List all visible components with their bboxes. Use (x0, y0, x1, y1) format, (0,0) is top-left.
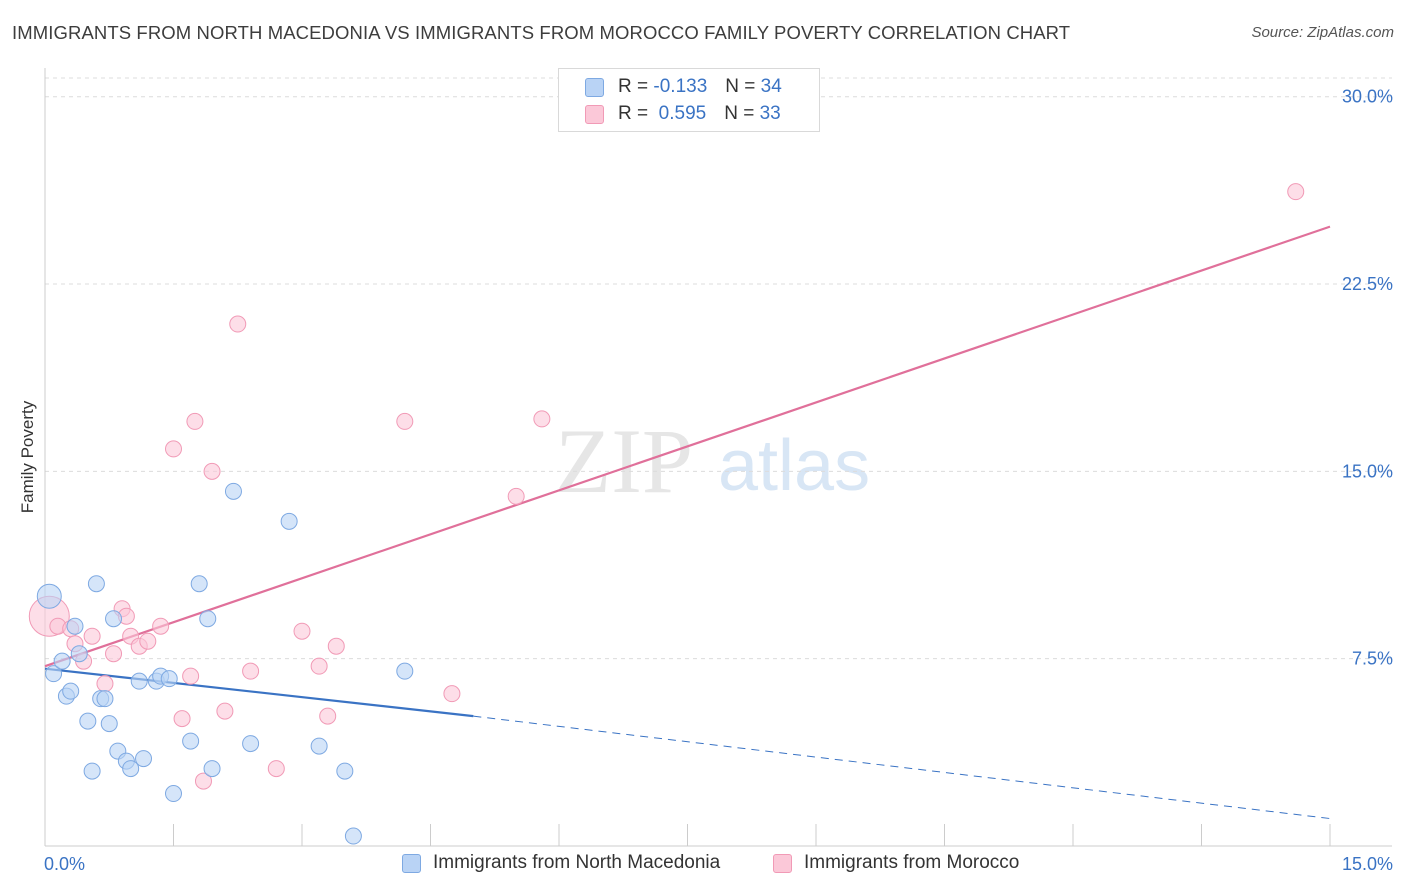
y-tick-label: 30.0% (1342, 87, 1393, 107)
north-macedonia-trend-extension (473, 715, 1331, 820)
legend-n-value: 33 (759, 103, 781, 124)
morocco-point (139, 632, 157, 650)
morocco-trend-line (44, 225, 1331, 668)
morocco-point (216, 702, 234, 720)
x-tick-label-min: 0.0% (44, 854, 85, 874)
watermark-zip: ZIP (555, 410, 693, 512)
north-macedonia-point (45, 665, 63, 683)
north-macedonia-point (396, 662, 414, 680)
north-macedonia-point (344, 827, 362, 845)
north-macedonia-point (100, 715, 118, 733)
morocco-point (310, 657, 328, 675)
north-macedonia-point (190, 575, 208, 593)
north-macedonia-trend-line (44, 667, 474, 718)
north-macedonia-point (66, 617, 84, 635)
legend-r-label: R = (618, 76, 649, 97)
north-macedonia-point (70, 645, 88, 663)
morocco-point (182, 667, 200, 685)
morocco-point (267, 760, 285, 778)
legend-swatch-pink (585, 104, 604, 124)
y-tick-label: 22.5% (1342, 274, 1393, 294)
north-macedonia-point (199, 610, 217, 628)
series-swatch-pink (773, 853, 792, 873)
north-macedonia-point (87, 575, 105, 593)
series-legend-north-macedonia: Immigrants from North Macedonia (402, 852, 720, 874)
north-macedonia-point (135, 750, 153, 768)
morocco-point (242, 662, 260, 680)
north-macedonia-point (336, 762, 354, 780)
morocco-point (83, 627, 101, 645)
north-macedonia-point (83, 762, 101, 780)
gridlines (45, 77, 1392, 660)
north-macedonia-point (62, 682, 80, 700)
morocco-point (327, 637, 345, 655)
morocco-point (105, 645, 123, 663)
morocco-point (194, 772, 212, 790)
north-macedonia-point (96, 690, 114, 708)
morocco-point (293, 622, 311, 640)
series-legend-label: Immigrants from North Macedonia (433, 852, 721, 873)
axes (44, 68, 1392, 847)
legend-row-morocco: R = 0.595 N = 33 (585, 102, 781, 126)
north-macedonia-point (242, 735, 260, 753)
morocco-point (396, 412, 414, 430)
series-swatch-blue (402, 853, 421, 873)
tick-labels: 7.5% 15.0% 22.5% 30.0% 0.0% 15.0% (44, 87, 1393, 874)
morocco-point (1287, 183, 1305, 201)
legend-swatch-blue (585, 77, 604, 97)
legend-r-value: -0.133 (653, 76, 708, 97)
morocco-point (507, 487, 525, 505)
data-points (28, 183, 1305, 845)
chart-title: IMMIGRANTS FROM NORTH MACEDONIA VS IMMIG… (12, 22, 1071, 43)
north-macedonia-point (182, 732, 200, 750)
source-label: Source: ZipAtlas.com (1251, 24, 1394, 41)
trend-lines (44, 225, 1331, 820)
y-tick-label: 7.5% (1352, 649, 1393, 669)
morocco-point (96, 675, 114, 693)
north-macedonia-point (130, 672, 148, 690)
series-legend-label: Immigrants from Morocco (804, 852, 1020, 873)
morocco-point (152, 617, 170, 635)
legend-r-label: R = (618, 103, 649, 124)
north-macedonia-point (280, 512, 298, 530)
series-legend: Immigrants from North Macedonia Immigran… (0, 852, 1406, 878)
series-legend-morocco: Immigrants from Morocco (773, 852, 1019, 874)
correlation-legend: R = -0.133 N = 34 R = 0.595 N = 33 (558, 68, 820, 132)
morocco-point (173, 710, 191, 728)
y-tick-label: 15.0% (1342, 461, 1393, 481)
legend-row-north-macedonia: R = -0.133 N = 34 (585, 75, 782, 99)
north-macedonia-point (79, 712, 97, 730)
north-macedonia-point (160, 670, 178, 688)
north-macedonia-point (203, 760, 221, 778)
north-macedonia-point (165, 785, 182, 803)
north-macedonia-point (122, 760, 140, 778)
morocco-point (186, 412, 204, 430)
watermark-atlas: atlas (718, 426, 870, 506)
morocco-point (165, 440, 182, 458)
north-macedonia-point (224, 482, 242, 500)
legend-r-value: 0.595 (658, 103, 707, 124)
north-macedonia-point (36, 583, 62, 609)
legend-n-value: 34 (760, 76, 782, 97)
legend-n-label: N = (724, 103, 755, 124)
morocco-point (443, 685, 461, 703)
north-macedonia-point (310, 737, 328, 755)
morocco-point (319, 707, 337, 725)
morocco-point (533, 410, 551, 428)
north-macedonia-point (105, 610, 123, 628)
morocco-point (203, 462, 221, 480)
x-tick-label-max: 15.0% (1342, 854, 1393, 874)
morocco-point (229, 315, 247, 333)
legend-n-label: N = (725, 76, 756, 97)
north-macedonia-point (53, 652, 71, 670)
